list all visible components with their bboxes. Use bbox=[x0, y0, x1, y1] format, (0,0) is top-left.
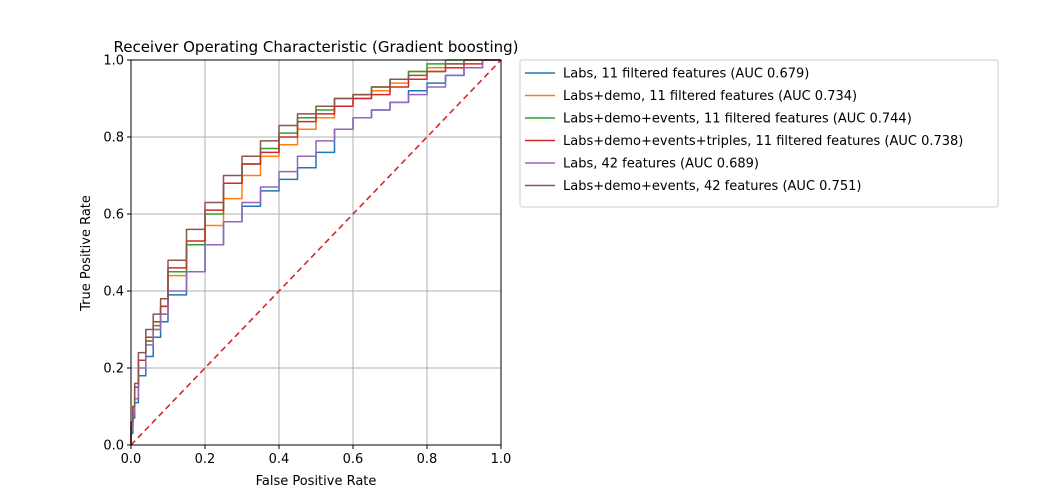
roc-series-line-5 bbox=[130, 59, 501, 445]
legend-box bbox=[519, 59, 999, 208]
plot-area: 0.0 0.2 0.4 0.6 0.8 1.0 0.0 0.2 0.4 0.6 0.8 1.0 bbox=[103, 54, 511, 468]
y-tick-label-2: 0.4 bbox=[103, 285, 124, 300]
y-tick-label-4: 0.8 bbox=[103, 131, 124, 146]
legend-label-0: Labs, 11 filtered features (AUC 0.679) bbox=[563, 67, 809, 82]
x-tick-label-4: 0.8 bbox=[417, 452, 438, 467]
y-tick-label-5: 1.0 bbox=[103, 54, 124, 69]
chart-title: Receiver Operating Characteristic (Gradi… bbox=[113, 38, 518, 56]
x-tick-label-1: 0.2 bbox=[195, 452, 216, 467]
legend-label-2: Labs+demo+events, 11 filtered features (… bbox=[563, 112, 912, 127]
y-axis-label: True Positive Rate bbox=[79, 195, 94, 312]
roc-series-line-4 bbox=[130, 59, 501, 445]
legend-label-1: Labs+demo, 11 filtered features (AUC 0.7… bbox=[563, 89, 857, 104]
legend-label-4: Labs, 42 features (AUC 0.689) bbox=[563, 157, 759, 172]
y-tick-label-1: 0.2 bbox=[103, 362, 124, 377]
x-axis-label: False Positive Rate bbox=[256, 474, 377, 489]
x-tick-label-5: 1.0 bbox=[491, 452, 512, 467]
legend: Labs, 11 filtered features (AUC 0.679) La… bbox=[519, 59, 999, 208]
x-tick-label-0: 0.0 bbox=[121, 452, 142, 467]
axes-frame bbox=[130, 59, 502, 446]
x-tick-label-2: 0.4 bbox=[269, 452, 290, 467]
y-tick-label-3: 0.6 bbox=[103, 208, 124, 223]
legend-label-5: Labs+demo+events, 42 features (AUC 0.751… bbox=[563, 179, 861, 194]
x-tick-label-3: 0.6 bbox=[343, 452, 364, 467]
legend-label-3: Labs+demo+events+triples, 11 filtered fe… bbox=[563, 134, 963, 149]
y-tick-label-0: 0.0 bbox=[103, 439, 124, 454]
chance-diagonal-line bbox=[130, 59, 502, 446]
